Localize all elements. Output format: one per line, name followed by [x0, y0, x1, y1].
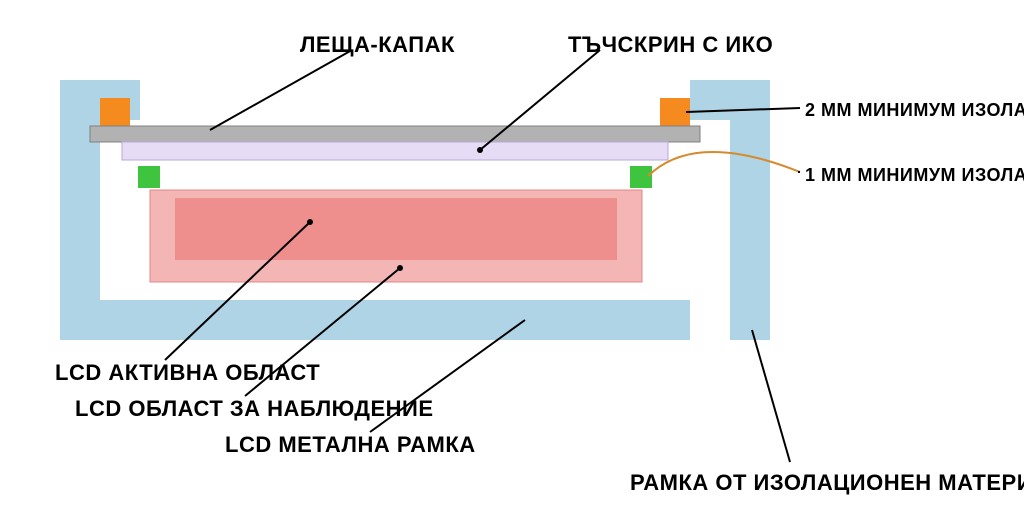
label-iso-2mm: 2 ММ МИНИМУМ ИЗОЛАЦИЯ — [805, 100, 1024, 121]
label-iso-1mm: 1 ММ МИНИМУМ ИЗОЛАЦИЯ — [805, 165, 1024, 186]
label-touchscreen: ТЪЧСКРИН С ИКО — [568, 32, 773, 58]
label-lcd-frame: LCD МЕТАЛНА РАМКА — [225, 432, 476, 458]
lcd-cross-section-diagram — [0, 0, 1024, 520]
label-lcd-active: LCD АКТИВНА ОБЛАСТ — [55, 360, 320, 386]
label-lcd-view: LCD ОБЛАСТ ЗА НАБЛЮДЕНИЕ — [75, 396, 434, 422]
label-frame-material: РАМКА ОТ ИЗОЛАЦИОНЕН МАТЕРИАЛ — [630, 470, 1024, 496]
label-lens-cap: ЛЕЩА-КАПАК — [300, 32, 455, 58]
